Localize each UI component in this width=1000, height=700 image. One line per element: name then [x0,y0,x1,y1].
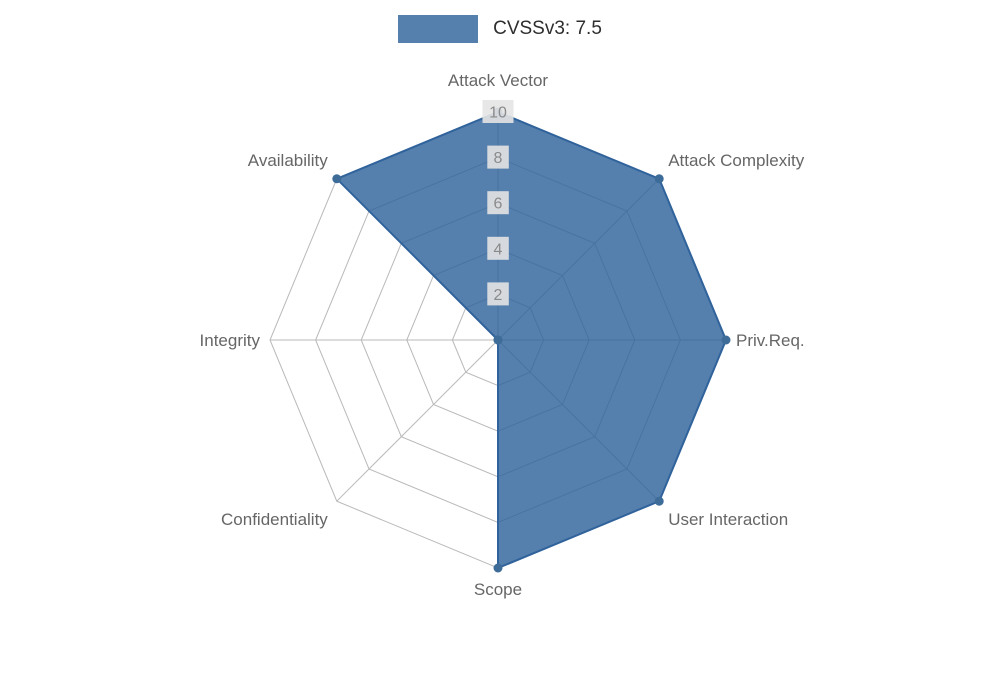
tick-label: 8 [494,150,503,167]
axis-label: Confidentiality [221,510,328,529]
tick-backdrop [487,145,509,169]
chart-legend[interactable]: CVSSv3: 7.5 [0,15,1000,43]
axis-spoke [336,339,499,502]
legend-swatch [398,15,479,43]
data-point [654,496,664,506]
tick-backdrop [487,191,509,215]
tick-label: 10 [489,105,507,122]
tick-backdrop [487,236,509,260]
axis-label: Availability [248,151,329,170]
data-point [721,335,731,345]
tick-backdrop [482,100,514,123]
data-polygon [335,111,727,569]
axis-label: Attack Vector [448,71,548,90]
data-point [654,174,664,184]
data-point [493,563,503,573]
axis-label: Scope [474,580,522,599]
axis-label: Priv.Req. [736,331,805,350]
legend-label: CVSSv3: 7.5 [493,18,602,39]
axis-label: Integrity [200,331,261,350]
tick-backdrop [487,282,509,306]
data-point [332,174,342,184]
axis-label: User Interaction [668,510,788,529]
axis-label: Attack Complexity [668,151,805,170]
data-point [493,335,503,345]
tick-label: 4 [494,241,503,258]
tick-label: 6 [494,196,503,213]
tick-label: 2 [494,287,503,304]
